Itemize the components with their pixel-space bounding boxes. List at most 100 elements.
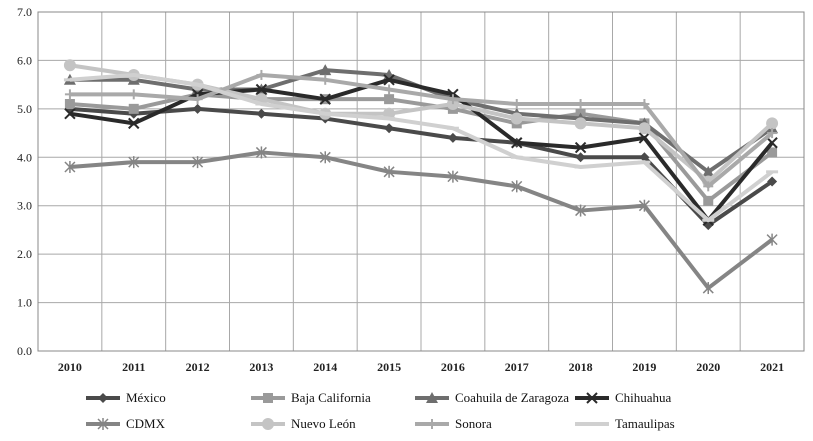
legend-item: Chihuahua — [575, 390, 672, 405]
data-point — [384, 123, 395, 134]
y-tick-label: 0.0 — [17, 344, 32, 358]
legend-item: Tamaulipas — [575, 416, 675, 431]
data-point — [319, 64, 332, 76]
legend-item: Baja California — [251, 390, 371, 405]
x-tick-label: 2017 — [505, 360, 529, 374]
data-point — [575, 152, 586, 163]
data-point — [511, 180, 523, 193]
series-line — [69, 150, 774, 291]
legend-marker — [427, 419, 437, 429]
y-axis: 0.0 1.0 2.0 3.0 4.0 5.0 6.0 7.0 — [17, 5, 32, 358]
data-point — [767, 176, 778, 187]
legend-label: Baja California — [291, 390, 371, 405]
data-point — [639, 152, 650, 163]
legend-label: Tamaulipas — [615, 416, 675, 431]
legend-label: México — [126, 390, 166, 405]
data-point — [703, 195, 714, 206]
y-tick-label: 4.0 — [17, 150, 32, 164]
legend-item: Coahuila de Zaragoza — [415, 390, 569, 405]
data-point — [766, 137, 778, 149]
legend-label: Sonora — [455, 416, 492, 431]
x-tick-label: 2013 — [249, 360, 273, 374]
data-point — [767, 128, 778, 139]
series-tamaulipas — [63, 72, 779, 223]
data-point — [574, 141, 587, 154]
data-point — [702, 165, 715, 177]
data-point — [192, 94, 203, 105]
x-tick-label: 2018 — [569, 360, 593, 374]
series-group — [63, 59, 779, 295]
y-tick-label: 7.0 — [17, 5, 32, 19]
legend-marker — [263, 393, 273, 403]
data-point — [447, 132, 458, 143]
data-point — [255, 146, 267, 159]
legend-marker — [97, 418, 109, 430]
data-point — [63, 59, 76, 72]
x-tick-label: 2011 — [122, 360, 145, 374]
data-point — [574, 117, 587, 130]
x-tick-label: 2019 — [632, 360, 656, 374]
data-point — [575, 99, 586, 110]
data-point — [319, 93, 331, 105]
data-point — [128, 117, 140, 130]
x-tick-label: 2016 — [441, 360, 465, 374]
y-tick-label: 1.0 — [17, 296, 32, 310]
data-point — [128, 89, 139, 100]
x-tick-label: 2020 — [696, 360, 720, 374]
data-point — [319, 151, 331, 164]
data-point — [703, 181, 714, 192]
data-point — [128, 103, 139, 114]
data-point — [447, 94, 458, 105]
y-tick-label: 3.0 — [17, 199, 32, 213]
data-point — [511, 137, 523, 149]
data-point — [64, 99, 75, 110]
data-point — [320, 74, 331, 85]
series-line — [69, 106, 774, 228]
x-tick-label: 2021 — [760, 360, 784, 374]
series-cdmx — [64, 146, 778, 295]
legend-label: Coahuila de Zaragoza — [455, 390, 569, 405]
y-tick-label: 6.0 — [17, 53, 32, 67]
data-point — [256, 69, 267, 80]
data-point — [638, 122, 651, 135]
series-line — [69, 72, 774, 189]
data-point — [766, 233, 778, 246]
data-point — [511, 99, 522, 110]
y-tick-label: 2.0 — [17, 247, 32, 261]
data-point — [64, 107, 76, 120]
data-point — [255, 83, 268, 96]
data-point — [192, 156, 204, 169]
y-tick-label: 5.0 — [17, 102, 32, 116]
x-tick-label: 2015 — [377, 360, 401, 374]
data-point — [447, 170, 459, 183]
legend-marker — [586, 392, 598, 404]
data-point — [510, 112, 523, 125]
data-point — [766, 117, 779, 130]
legend-marker — [262, 418, 274, 430]
series-line — [69, 72, 774, 223]
data-point — [702, 282, 714, 295]
legend-marker — [98, 393, 108, 403]
data-point — [64, 89, 75, 100]
legend: México Baja California Coahuila de Zaragoz… — [86, 390, 675, 431]
legend-item: Sonora — [415, 416, 492, 431]
legend-marker — [426, 392, 438, 403]
data-point — [128, 156, 140, 169]
data-point — [384, 94, 395, 105]
x-tick-label: 2014 — [313, 360, 337, 374]
data-point — [383, 165, 395, 178]
x-tick-label: 2010 — [58, 360, 82, 374]
x-tick-label: 2012 — [186, 360, 210, 374]
data-point — [767, 147, 778, 158]
data-point — [64, 160, 76, 173]
legend-item: Nuevo León — [251, 416, 356, 431]
data-point — [383, 74, 395, 86]
data-point — [384, 84, 395, 95]
legend-label: CDMX — [126, 416, 166, 431]
legend-item: México — [86, 390, 166, 405]
x-axis: 2010 2011 2012 2013 2014 2015 2016 2017 2018 2019… — [58, 360, 784, 374]
legend-label: Chihuahua — [615, 390, 672, 405]
gridlines — [37, 11, 805, 352]
legend-item: CDMX — [86, 416, 166, 431]
